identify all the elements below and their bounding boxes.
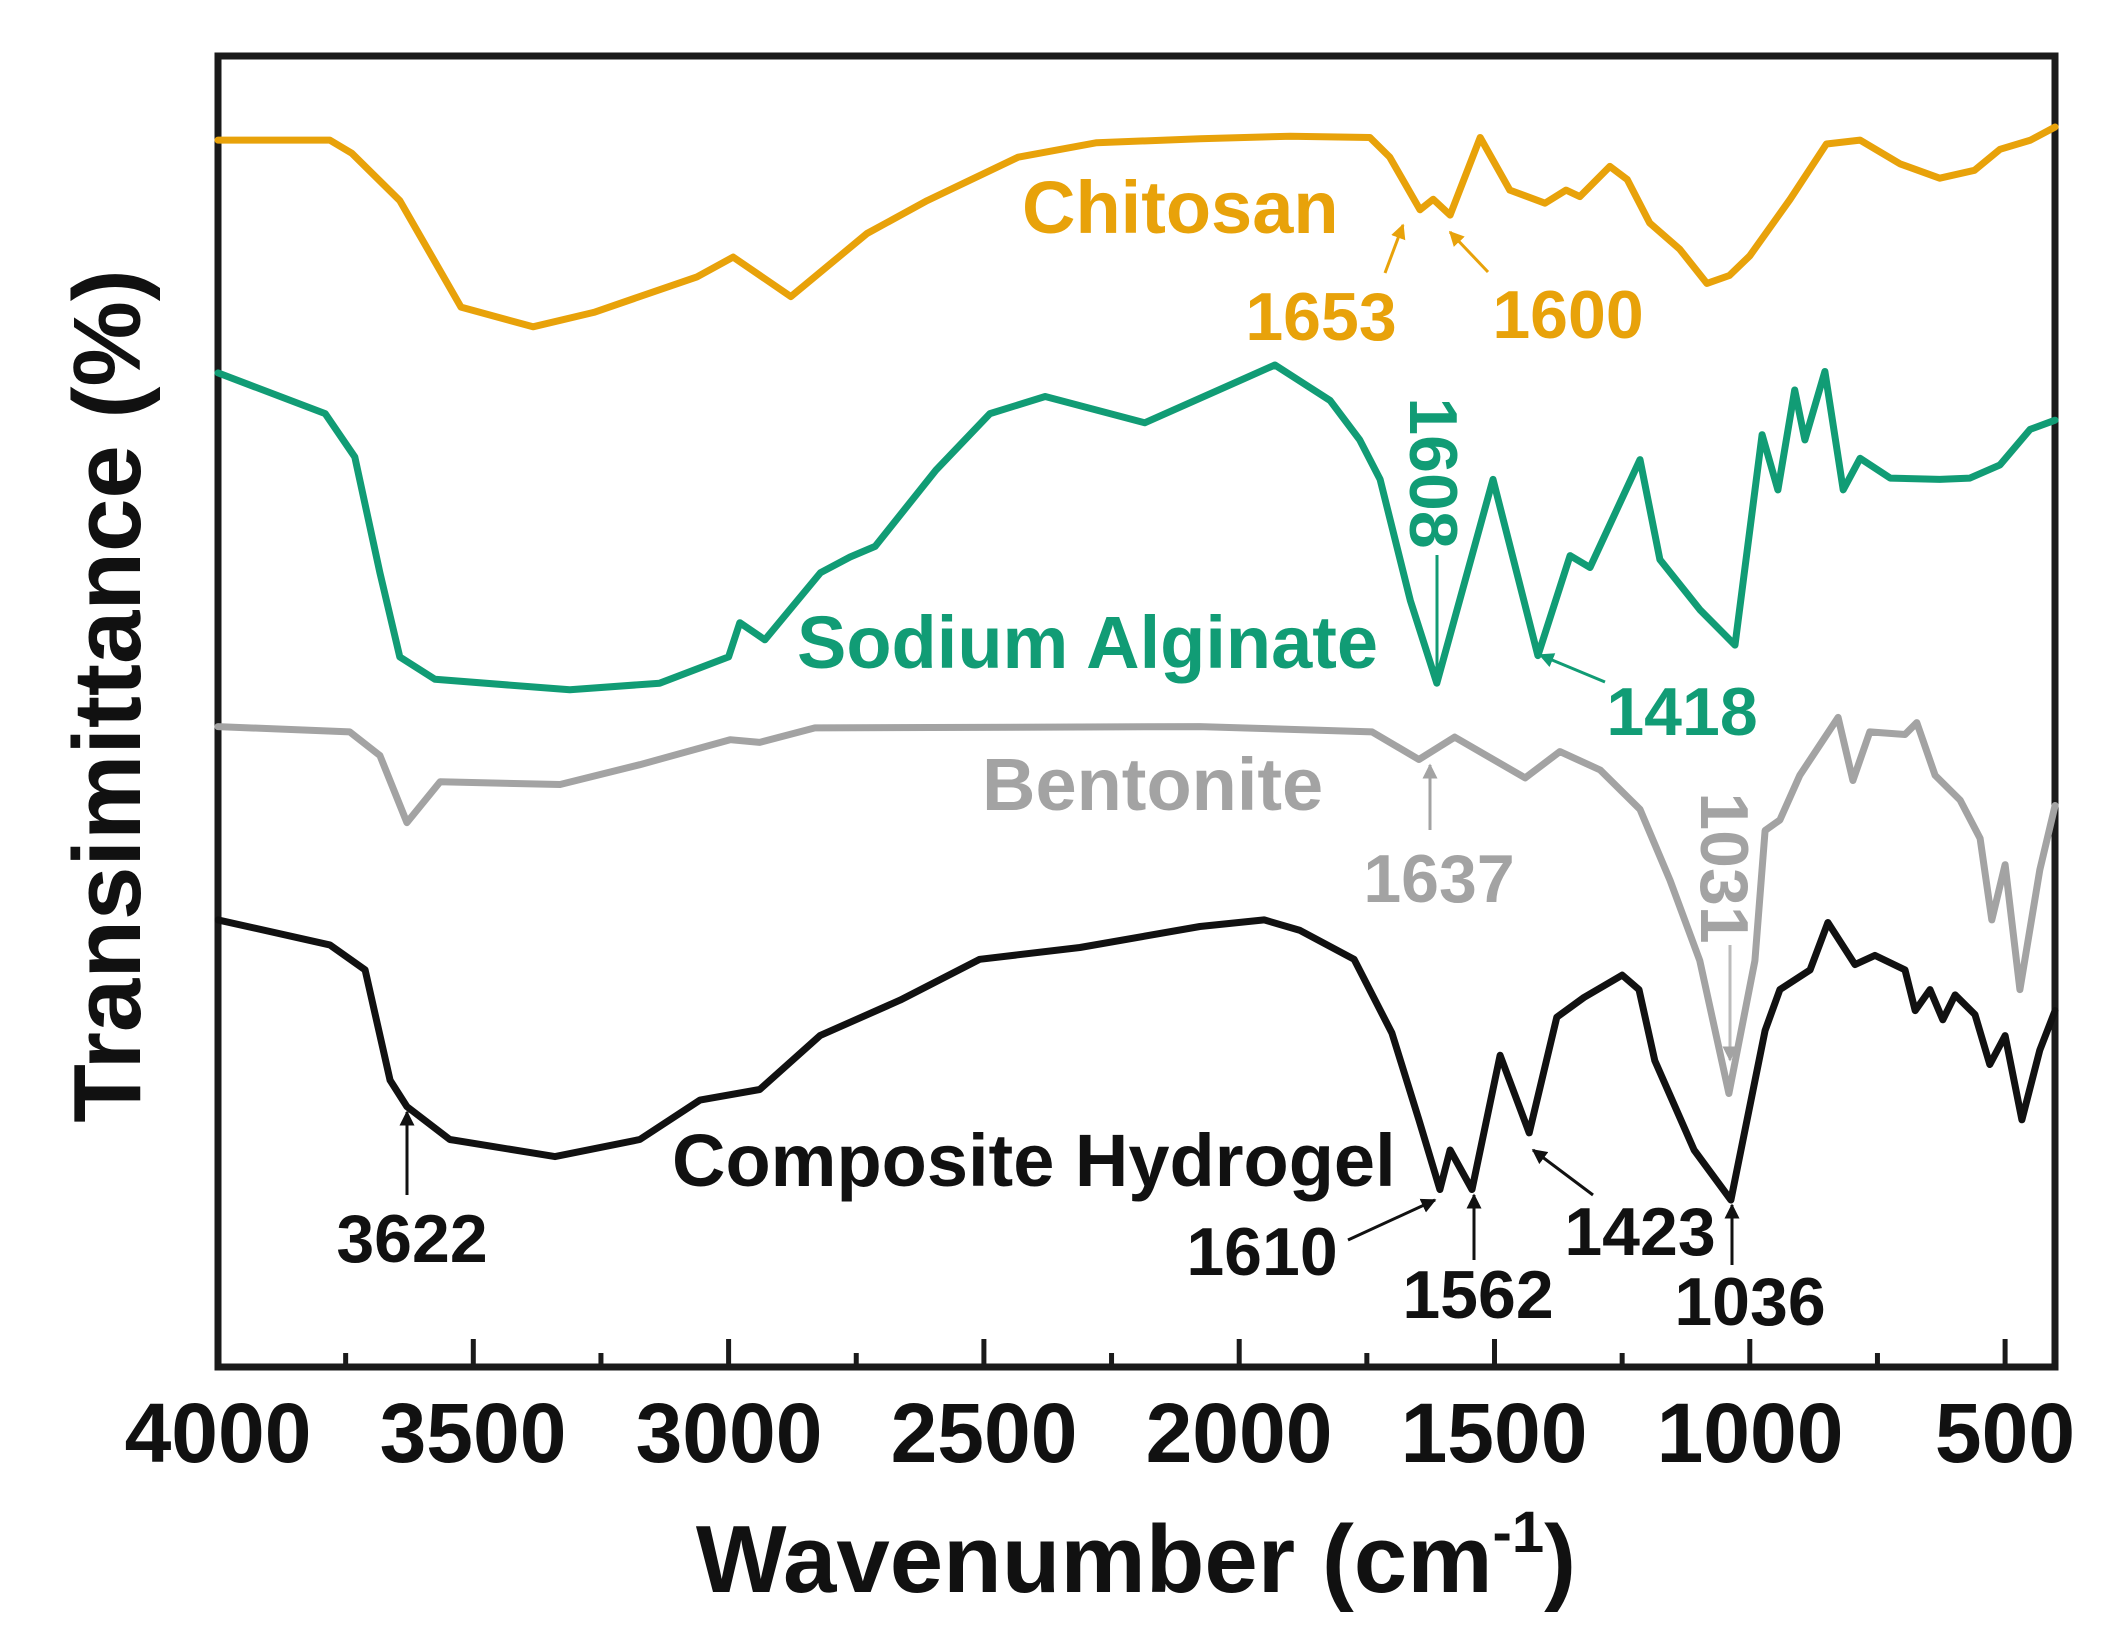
curve-composite-hydrogel bbox=[214, 916, 2059, 1204]
x-axis-title-close: ) bbox=[1544, 1506, 1576, 1613]
series-label-chitosan: Chitosan bbox=[1022, 166, 1339, 249]
x-tick-label: 500 bbox=[1935, 1386, 2075, 1480]
arrow-1423 bbox=[1531, 1148, 1594, 1197]
annotation-label-3622: 3622 bbox=[336, 1201, 487, 1277]
x-tick-labels: 4000 3500 3000 2500 2000 1500 1000 500 bbox=[125, 1386, 2076, 1480]
arrow-1600 bbox=[1448, 230, 1490, 274]
annotation-arrows bbox=[399, 223, 1740, 1265]
x-tick-label: 4000 bbox=[125, 1386, 312, 1480]
annotation-label-1600: 1600 bbox=[1492, 277, 1643, 353]
series-label-sodium-alginate: Sodium Alginate bbox=[797, 601, 1378, 684]
x-tick-label: 2000 bbox=[1146, 1386, 1333, 1480]
annotation-label-1562: 1562 bbox=[1402, 1257, 1553, 1333]
arrow-1610 bbox=[1347, 1198, 1437, 1242]
plot-frame bbox=[214, 52, 2059, 1371]
annotation-label-1610: 1610 bbox=[1186, 1214, 1337, 1290]
x-axis-title: Wavenumber (cm-1) bbox=[696, 1500, 1576, 1613]
curve-sodium-alginate bbox=[214, 361, 2059, 694]
annotation-label-1423: 1423 bbox=[1564, 1194, 1715, 1270]
series-label-bentonite: Bentonite bbox=[982, 743, 1323, 826]
y-axis-title: Transimittance (%) bbox=[54, 269, 161, 1123]
x-tick-label: 1500 bbox=[1401, 1386, 1588, 1480]
spectra-curves bbox=[214, 123, 2059, 1204]
arrow-1653 bbox=[1383, 223, 1406, 274]
x-tick-label: 1000 bbox=[1657, 1386, 1844, 1480]
arrow-1418 bbox=[1538, 653, 1606, 684]
x-axis-title-superscript: -1 bbox=[1493, 1500, 1545, 1565]
series-label-composite-hydrogel: Composite Hydrogel bbox=[672, 1119, 1396, 1202]
curve-chitosan bbox=[214, 123, 2059, 331]
annotation-label-1418: 1418 bbox=[1606, 674, 1757, 750]
x-tick-label: 3000 bbox=[636, 1386, 823, 1480]
annotation-label-1608: 1608 bbox=[1395, 397, 1471, 548]
annotation-label-1637: 1637 bbox=[1363, 841, 1514, 917]
x-axis-ticks bbox=[215, 1339, 2008, 1367]
x-axis-title-main: Wavenumber (cm bbox=[696, 1506, 1493, 1613]
x-tick-label: 2500 bbox=[891, 1386, 1078, 1480]
annotation-label-1031: 1031 bbox=[1686, 792, 1762, 943]
curve-bentonite bbox=[214, 713, 2059, 1097]
annotation-label-1036: 1036 bbox=[1674, 1264, 1825, 1340]
annotation-label-1653: 1653 bbox=[1245, 279, 1396, 355]
x-tick-label: 3500 bbox=[380, 1386, 567, 1480]
